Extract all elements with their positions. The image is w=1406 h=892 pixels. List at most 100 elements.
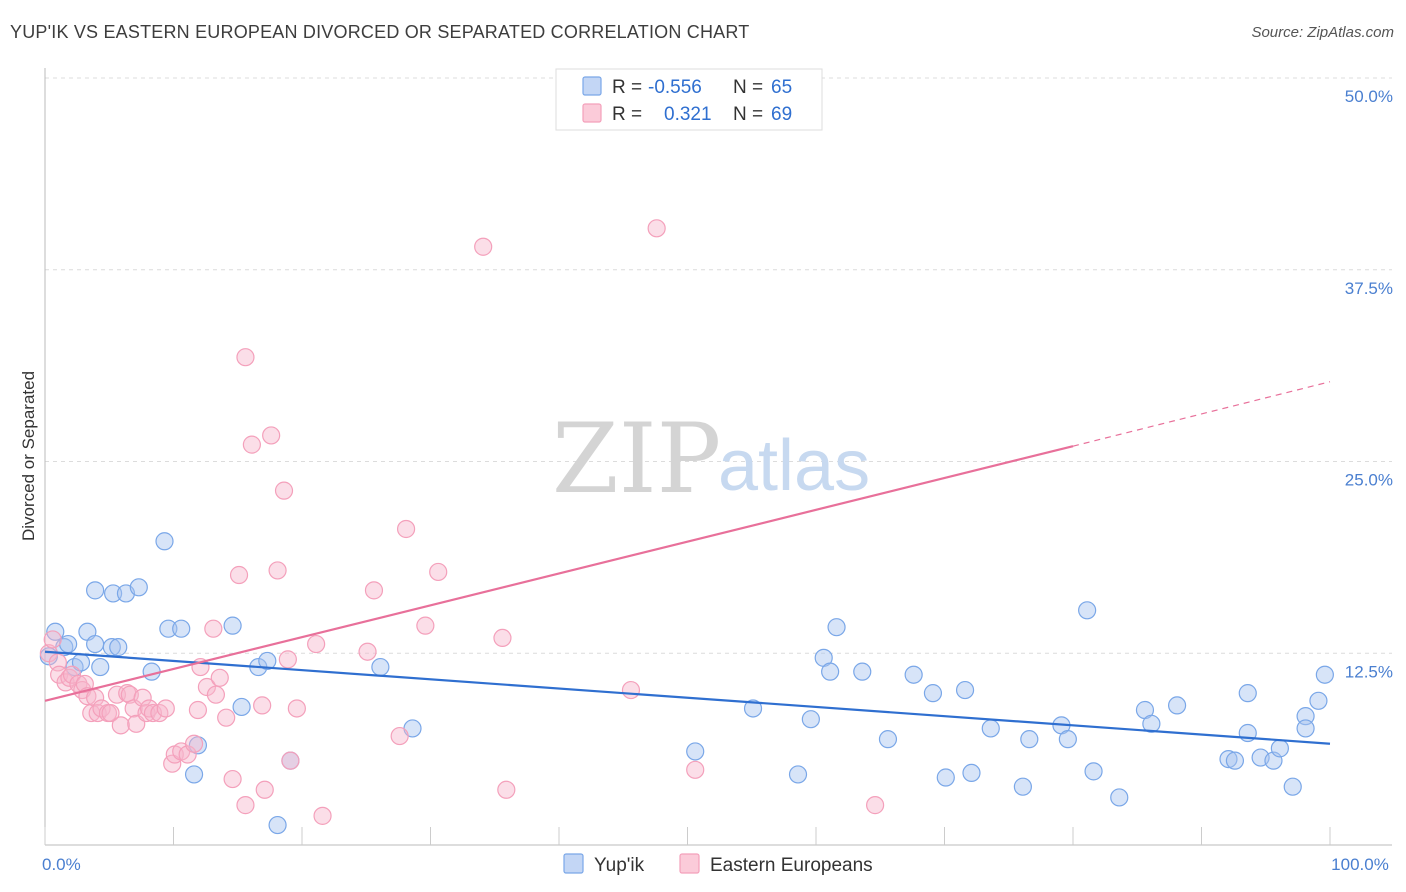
point-yupik — [223, 616, 242, 635]
bottom-legend-label-eastern: Eastern Europeans — [710, 855, 873, 876]
point-eastern — [133, 688, 152, 707]
point-eastern — [210, 668, 229, 687]
point-eastern — [621, 680, 641, 700]
point-eastern — [178, 745, 197, 764]
point-yupik — [1309, 691, 1328, 710]
point-eastern — [229, 565, 249, 585]
point-yupik — [1142, 714, 1161, 733]
point-eastern — [307, 634, 326, 654]
point-yupik — [981, 719, 1000, 738]
point-eastern — [92, 699, 111, 718]
point-eastern — [474, 237, 493, 256]
watermark-atlas: atlas — [718, 426, 870, 506]
bottom-legend-swatch-yupik — [563, 853, 584, 874]
point-yupik — [1219, 749, 1238, 769]
point-yupik — [1238, 684, 1257, 703]
point-eastern — [268, 561, 287, 580]
point-eastern — [429, 562, 448, 582]
point-eastern — [253, 696, 272, 715]
point-eastern — [184, 734, 204, 753]
legend-n-label-yupik: N = — [733, 77, 763, 98]
point-yupik — [1225, 751, 1245, 770]
tick-labels: 12.5% 25.0% 37.5% 50.0% 0.0% 100.0% — [42, 87, 1393, 874]
point-eastern — [236, 348, 255, 367]
point-eastern — [60, 668, 79, 687]
point-yupik — [1020, 730, 1039, 749]
point-eastern — [62, 665, 82, 684]
trend-line-eastern-extension — [1072, 381, 1331, 447]
legend-r-value-eastern: 0.321 — [664, 104, 712, 125]
trend-line-eastern — [44, 445, 1074, 702]
legend-n-label-eastern: N = — [733, 104, 763, 125]
point-yupik — [923, 684, 943, 703]
point-yupik — [184, 765, 204, 784]
legend-r-label-yupik: R = — [612, 77, 642, 98]
point-eastern — [43, 630, 62, 649]
data-points — [39, 219, 1334, 835]
point-eastern — [497, 780, 516, 799]
x-tick-label: 100.0% — [1331, 855, 1389, 874]
point-yupik — [86, 634, 105, 654]
point-yupik — [172, 619, 191, 638]
point-yupik — [155, 532, 174, 551]
trend-line-yupik — [44, 650, 1331, 745]
point-yupik — [1167, 696, 1187, 715]
legend-swatch-yupik — [582, 76, 602, 96]
point-eastern — [313, 806, 332, 825]
point-yupik — [827, 618, 846, 637]
legend-r-label-eastern: R = — [612, 104, 642, 125]
point-yupik — [788, 765, 808, 784]
point-eastern — [206, 685, 226, 704]
bottom-legend-swatch-eastern — [679, 853, 700, 874]
legend-n-value-yupik: 65 — [771, 77, 792, 98]
point-yupik — [232, 697, 251, 717]
point-yupik — [936, 768, 955, 787]
point-yupik — [878, 730, 898, 749]
point-eastern — [686, 760, 705, 779]
y-tick-label: 25.0% — [1345, 471, 1393, 490]
legend-r-value-yupik: -0.556 — [648, 77, 702, 98]
axes — [44, 68, 1392, 846]
point-eastern — [647, 219, 666, 238]
point-eastern — [150, 703, 169, 723]
point-eastern — [236, 796, 255, 815]
point-yupik — [59, 634, 78, 654]
point-yupik — [904, 665, 923, 684]
trend-lines — [44, 381, 1331, 745]
point-yupik — [801, 710, 820, 729]
point-yupik — [1013, 777, 1032, 796]
point-eastern — [156, 699, 175, 718]
point-eastern — [111, 716, 130, 735]
point-yupik — [1110, 788, 1129, 807]
point-yupik — [1084, 762, 1103, 781]
point-eastern — [242, 435, 261, 454]
point-yupik — [955, 680, 975, 700]
point-yupik — [1078, 601, 1097, 620]
point-yupik — [371, 657, 390, 677]
y-tick-label: 50.0% — [1345, 87, 1393, 106]
point-yupik — [268, 815, 287, 835]
legend-n-value-eastern: 69 — [771, 104, 792, 125]
point-yupik — [258, 651, 277, 671]
point-yupik — [821, 662, 840, 681]
y-axis-label: Divorced or Separated — [19, 371, 38, 541]
point-eastern — [217, 708, 236, 727]
point-eastern — [866, 796, 885, 815]
chart-title: YUP'IK VS EASTERN EUROPEAN DIVORCED OR S… — [10, 22, 750, 42]
point-eastern — [255, 780, 274, 799]
point-yupik — [104, 584, 123, 603]
source-label: Source: ZipAtlas.com — [1251, 24, 1394, 41]
point-eastern — [278, 650, 297, 669]
point-yupik — [1058, 730, 1077, 749]
top-legend: R = -0.556 N = 65 R = 0.321 N = 69 — [555, 68, 823, 131]
point-eastern — [204, 619, 223, 638]
point-eastern — [358, 642, 377, 661]
point-yupik — [129, 578, 148, 597]
legend-swatch-eastern — [582, 103, 602, 123]
y-tick-label: 12.5% — [1345, 662, 1393, 681]
point-eastern — [274, 481, 294, 500]
point-yupik — [86, 581, 105, 600]
point-eastern — [262, 426, 281, 445]
bottom-legend-label-yupik: Yup'ik — [594, 855, 645, 876]
